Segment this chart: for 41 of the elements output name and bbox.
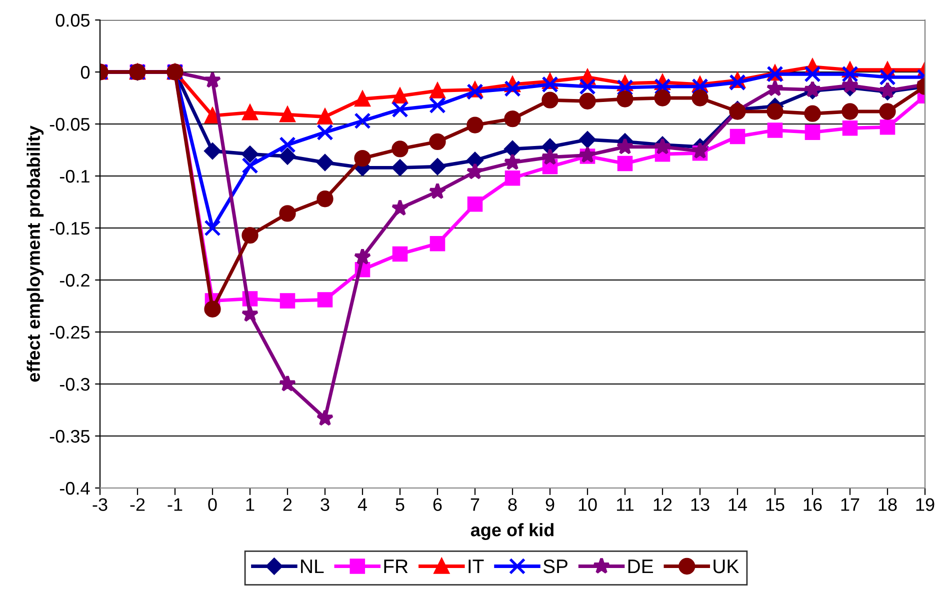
y-tick-label: -0.15 [50,222,90,235]
x-tick-label: 9 [546,498,554,511]
y-tick-label: -0.3 [60,378,90,391]
y-tick-label: -0.1 [60,170,90,183]
x-tick-label: 11 [617,498,634,511]
x-tick-label: 13 [691,498,710,511]
legend-label: IT [468,560,484,574]
y-tick-label: -0.05 [50,118,90,131]
y-tick-label: -0.25 [50,326,90,339]
legend-label: DE [628,560,653,574]
x-tick-label: 16 [804,498,822,511]
y-tick-label: -0.2 [60,274,90,287]
x-tick-label: -1 [168,498,182,511]
x-tick-label: 3 [320,498,330,511]
y-tick-label: -0.35 [50,430,90,443]
x-tick-label: 10 [578,498,597,511]
x-axis-title: age of kid [470,523,554,540]
legend-label: NL [301,560,324,574]
x-tick-label: 18 [878,498,897,511]
x-tick-label: 5 [396,498,404,511]
x-tick-label: 12 [654,498,672,511]
x-tick-label: 1 [246,498,254,511]
x-tick-label: -3 [92,498,108,511]
y-tick-label: 0.05 [56,14,90,27]
x-tick-label: 8 [508,498,517,511]
x-tick-label: 19 [916,498,934,511]
legend-label: UK [714,560,739,574]
x-tick-label: 7 [470,498,480,511]
x-tick-label: 15 [766,498,784,511]
x-tick-label: -2 [130,498,145,511]
x-tick-label: 4 [358,498,367,511]
y-tick-label: 0 [80,66,90,79]
legend-label: FR [384,560,408,574]
x-tick-label: 6 [433,498,442,511]
x-tick-label: 2 [283,498,292,511]
x-tick-label: 0 [208,498,217,511]
x-tick-label: 14 [728,498,748,511]
legend-label: SP [543,559,568,574]
y-tick-label: -0.4 [60,482,90,495]
x-tick-label: 17 [841,498,860,511]
y-axis-title: effect employment probability [26,126,44,382]
